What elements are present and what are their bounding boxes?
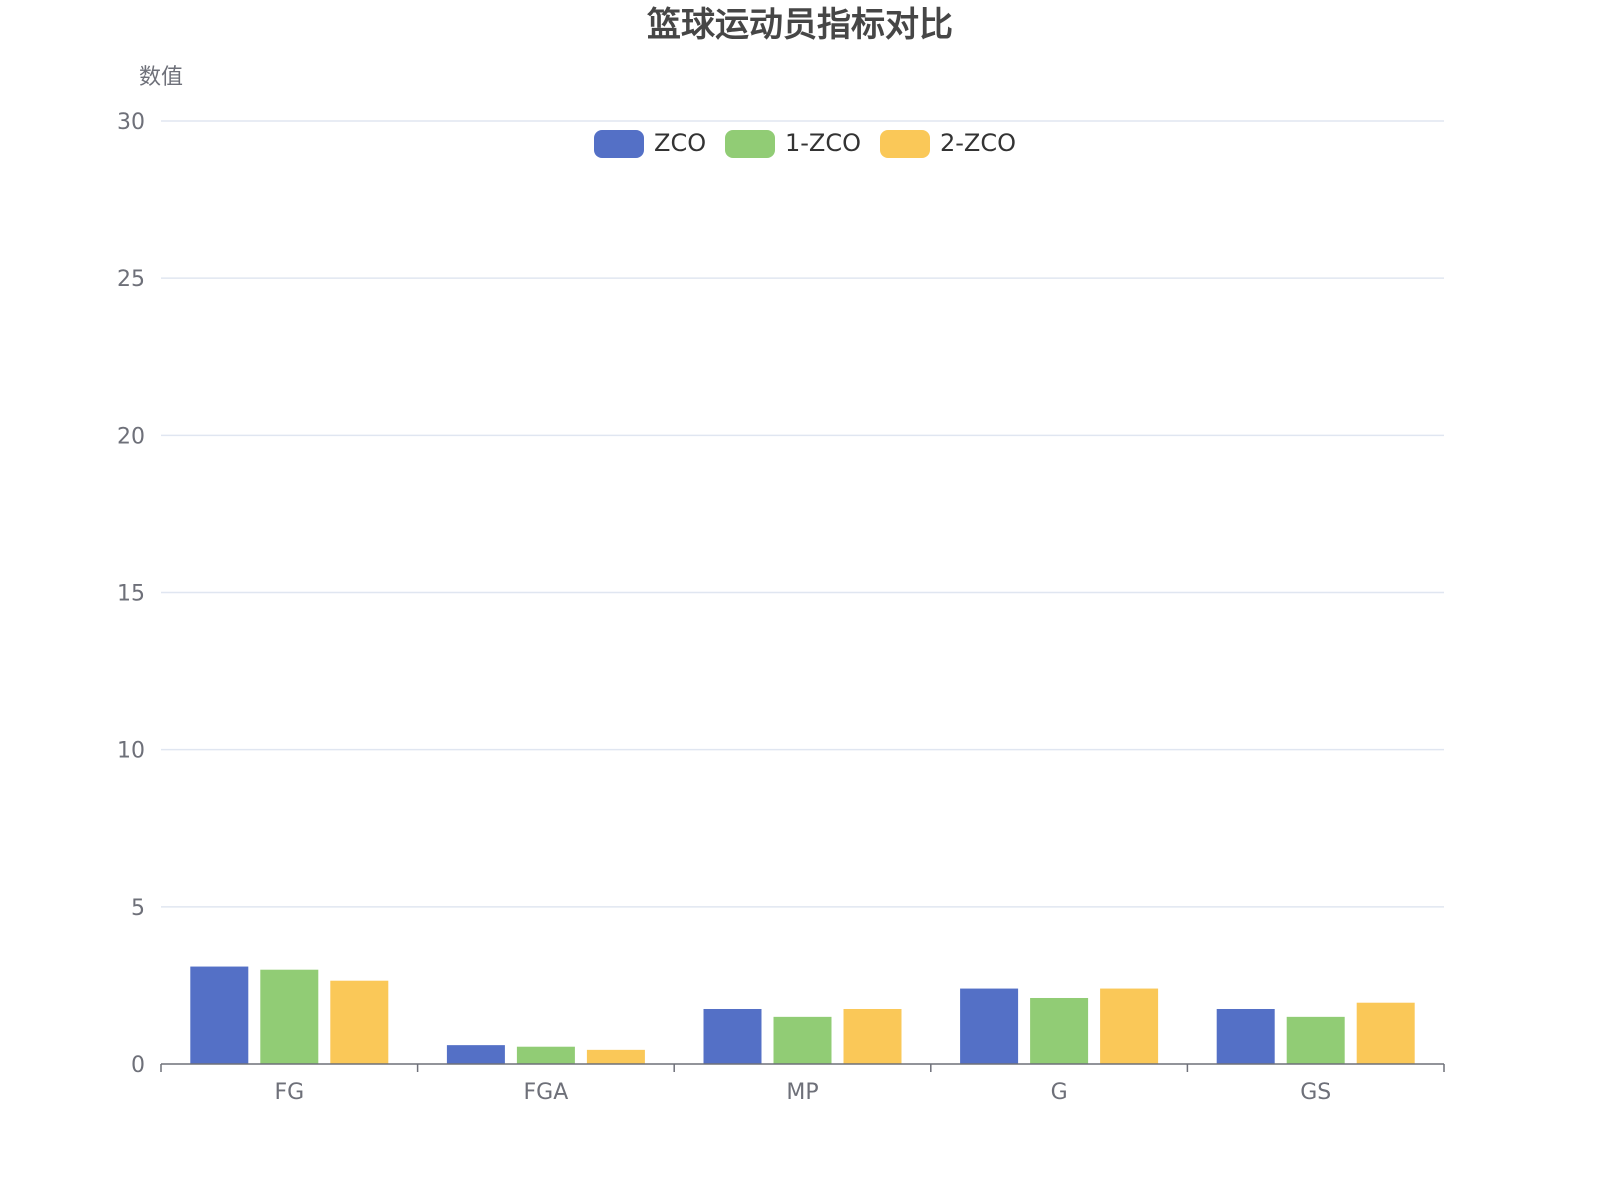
- y-tick-label: 10: [117, 739, 145, 764]
- legend-item-zco[interactable]: ZCO: [594, 129, 706, 158]
- legend-item-1-zco[interactable]: 1-ZCO: [725, 129, 861, 158]
- bar-zco-fga[interactable]: [446, 1045, 505, 1064]
- y-axis-ticks: 0 5 10 15 20 25 30: [117, 110, 145, 1078]
- bar-1-zco-mp[interactable]: [773, 1016, 832, 1064]
- x-tick-label: G: [1051, 1080, 1068, 1105]
- gridlines: [161, 120, 1444, 908]
- bar-2-zco-fg[interactable]: [330, 980, 389, 1064]
- legend-item-2-zco[interactable]: 2-ZCO: [880, 129, 1016, 158]
- legend-swatch: [880, 130, 930, 158]
- x-tick-label: FGA: [524, 1080, 569, 1105]
- y-tick-label: 25: [117, 267, 145, 292]
- legend-label: 1-ZCO: [785, 129, 861, 157]
- bar-1-zco-fg[interactable]: [260, 969, 319, 1064]
- bars: [190, 966, 1415, 1064]
- legend: ZCO 1-ZCO 2-ZCO: [594, 129, 1016, 158]
- bar-1-zco-gs[interactable]: [1286, 1016, 1345, 1064]
- x-axis: FG FGA MP G GS: [160, 1063, 1445, 1105]
- bar-zco-fg[interactable]: [190, 966, 249, 1064]
- chart-title: 篮球运动员指标对比: [647, 5, 953, 45]
- bar-2-zco-gs[interactable]: [1356, 1002, 1415, 1064]
- x-tick-label: GS: [1300, 1080, 1331, 1105]
- legend-swatch: [725, 130, 775, 158]
- x-tick-label: MP: [786, 1080, 818, 1105]
- bar-2-zco-mp[interactable]: [843, 1008, 902, 1064]
- bar-zco-g[interactable]: [960, 988, 1019, 1064]
- legend-label: 2-ZCO: [940, 129, 1016, 157]
- y-tick-label: 15: [117, 582, 145, 607]
- bar-1-zco-fga[interactable]: [516, 1046, 575, 1064]
- bar-zco-mp[interactable]: [703, 1008, 762, 1064]
- bar-2-zco-fga[interactable]: [586, 1049, 645, 1064]
- x-tick-label: FG: [274, 1080, 304, 1105]
- y-tick-label: 30: [117, 110, 145, 135]
- bar-zco-gs[interactable]: [1216, 1008, 1275, 1064]
- legend-label: ZCO: [654, 129, 706, 157]
- bar-1-zco-g[interactable]: [1030, 997, 1089, 1064]
- y-tick-label: 20: [117, 424, 145, 449]
- y-tick-label: 5: [131, 896, 145, 921]
- y-axis-title: 数值: [139, 65, 183, 90]
- y-tick-label: 0: [131, 1053, 145, 1078]
- bar-2-zco-g[interactable]: [1100, 988, 1159, 1064]
- legend-swatch: [594, 130, 644, 158]
